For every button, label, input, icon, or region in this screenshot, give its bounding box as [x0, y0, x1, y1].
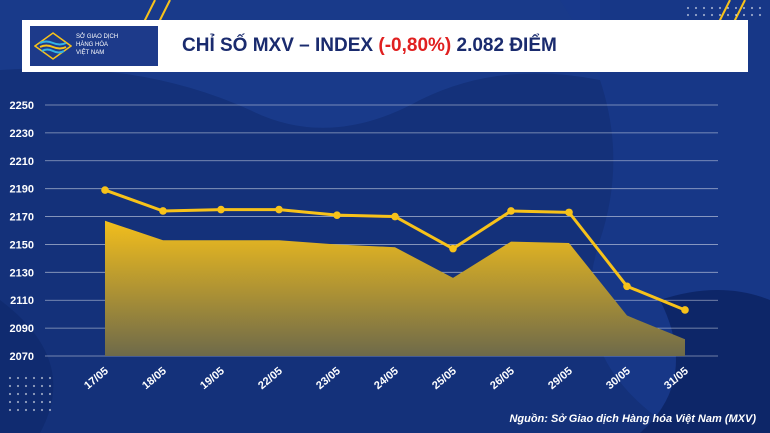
x-tick-label: 24/05 — [372, 365, 401, 392]
y-tick-label: 2070 — [10, 351, 34, 363]
x-tick-label: 19/05 — [198, 365, 227, 392]
title-suffix: 2.082 ĐIỂM — [451, 35, 557, 56]
source-note: Nguồn: Sở Giao dịch Hàng hóa Việt Nam (M… — [509, 413, 756, 425]
y-tick-label: 2150 — [10, 239, 34, 251]
data-point — [217, 205, 225, 214]
x-tick-label: 30/05 — [604, 365, 633, 392]
x-tick-label: 22/05 — [256, 365, 285, 392]
logo-text: SỞ GIAO DỊCH HÀNG HÓA VIỆT NAM — [76, 34, 119, 56]
mxv-logo: SỞ GIAO DỊCH HÀNG HÓA VIỆT NAM — [30, 26, 158, 66]
x-tick-label: 18/05 — [140, 365, 169, 392]
y-tick-label: 2170 — [10, 212, 34, 224]
x-tick-label: 31/05 — [662, 365, 691, 392]
x-tick-label: 25/05 — [430, 365, 459, 392]
logo-mark-icon — [34, 32, 72, 60]
y-tick-label: 2230 — [10, 128, 34, 140]
data-point — [623, 282, 631, 291]
data-point — [681, 306, 689, 314]
page-title: CHỈ SỐ MXV – INDEX (-0,80%) 2.082 ĐIỂM — [182, 20, 557, 72]
title-prefix: CHỈ SỐ MXV – INDEX — [182, 35, 379, 56]
data-point — [101, 186, 109, 194]
y-tick-label: 2110 — [10, 295, 34, 307]
data-point — [275, 205, 283, 214]
y-tick-label: 2130 — [10, 267, 34, 279]
title-change: (-0,80%) — [378, 35, 452, 56]
x-tick-label: 29/05 — [546, 365, 575, 392]
x-tick-label: 17/05 — [82, 365, 111, 392]
data-point — [565, 208, 573, 217]
data-point — [391, 212, 399, 221]
y-tick-label: 2190 — [10, 184, 34, 196]
data-point — [159, 207, 167, 215]
x-tick-label: 26/05 — [488, 365, 517, 392]
area-series — [105, 220, 685, 356]
y-tick-label: 2250 — [10, 100, 34, 112]
header-banner: SỞ GIAO DỊCH HÀNG HÓA VIỆT NAM CHỈ SỐ MX… — [22, 20, 748, 72]
data-point — [507, 207, 515, 215]
data-point — [333, 211, 341, 219]
x-tick-label: 23/05 — [314, 365, 343, 392]
data-point — [449, 244, 457, 253]
y-tick-label: 2090 — [10, 323, 34, 335]
y-tick-label: 2210 — [10, 156, 34, 168]
